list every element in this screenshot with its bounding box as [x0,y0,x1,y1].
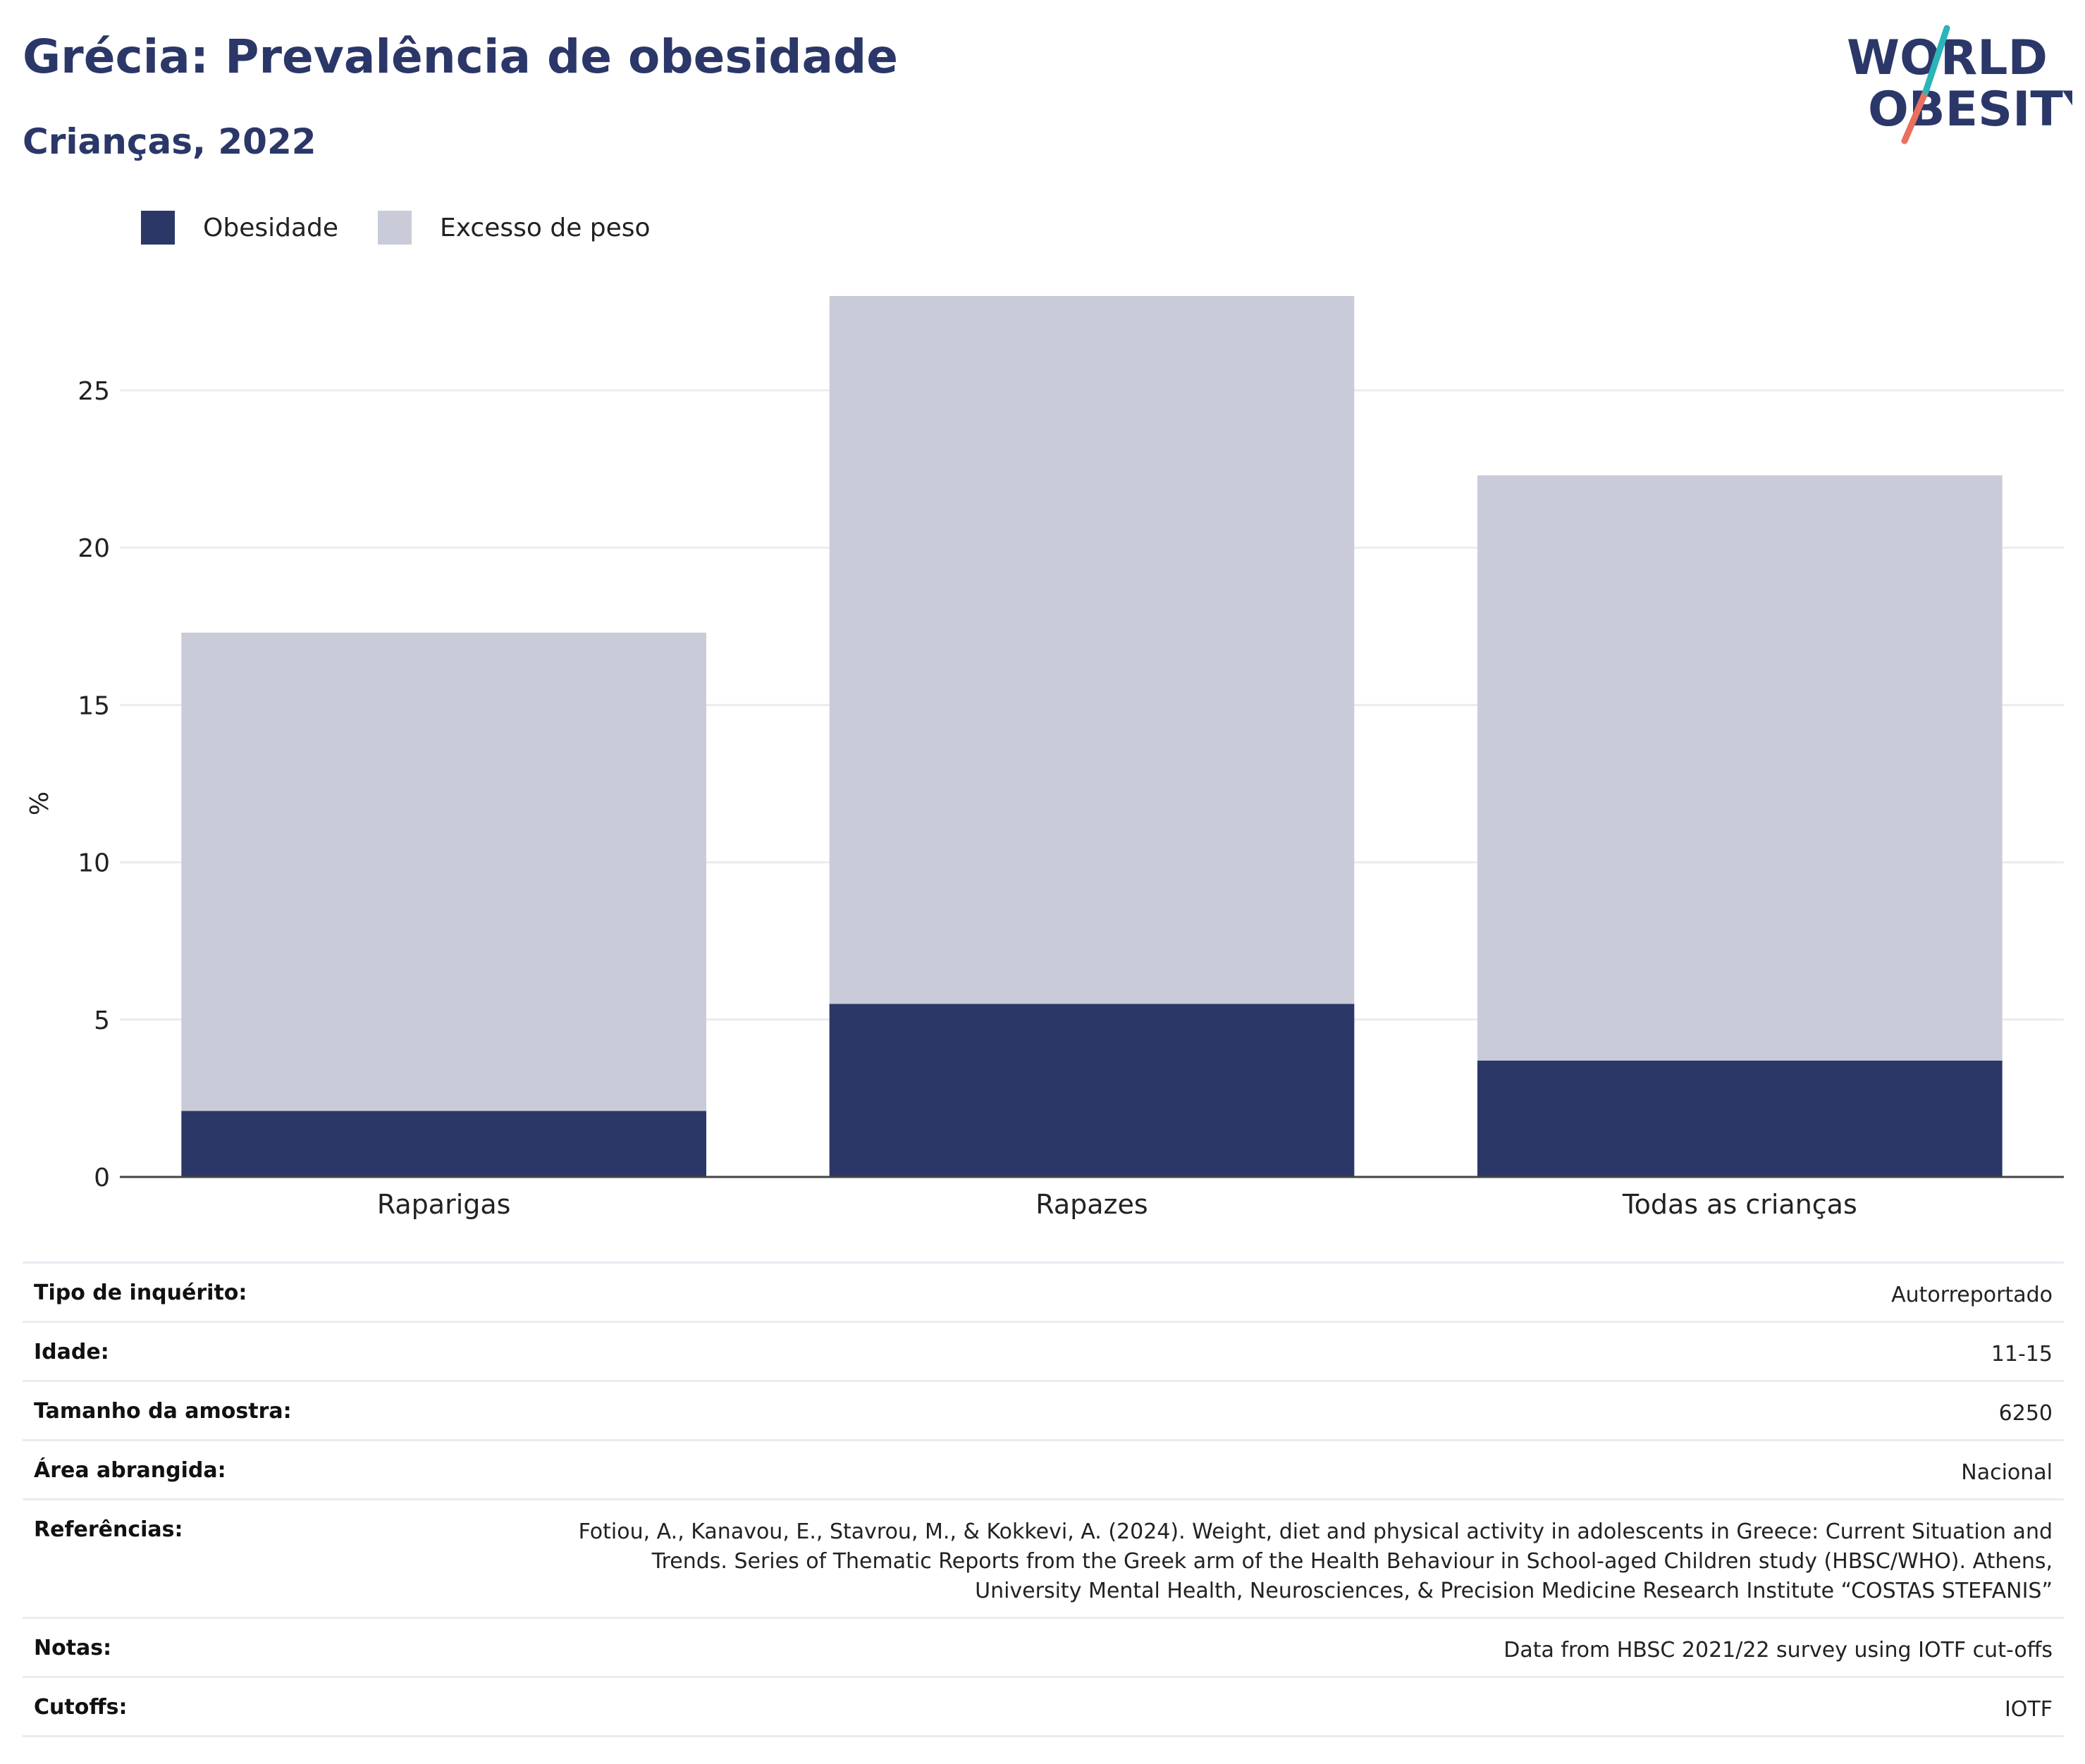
y-tick-label: 15 [78,691,110,720]
meta-row-notas: Notas: Data from HBSC 2021/22 survey usi… [23,1619,2064,1678]
logo-slash-teal [1922,25,1950,95]
y-tick-label: 10 [78,849,110,878]
meta-value: Data from HBSC 2021/22 survey using IOTF… [1503,1638,2053,1663]
bar-obesidade-2 [1477,1060,2003,1177]
bar-obesidade-1 [829,1004,1355,1177]
meta-row-referencias: Referências: Fotiou, A., Kanavou, E., St… [23,1500,2064,1619]
x-category-label: Todas as crianças [1622,1189,1857,1220]
x-category-label: Rapazes [1035,1189,1148,1220]
meta-label: Idade: [34,1340,109,1364]
legend-swatch-excesso-de-peso [378,211,412,245]
meta-row-area-abrangida: Área abrangida: Nacional [23,1441,2064,1500]
meta-value: Nacional [1961,1460,2053,1485]
legend-swatch-obesidade [141,211,175,245]
y-tick-label: 25 [78,377,110,406]
chart-legend: Obesidade Excesso de peso [141,210,690,245]
bar-obesidade-0 [181,1111,706,1177]
meta-label: Tamanho da amostra: [34,1399,292,1424]
chart-subtitle: Crianças, 2022 [23,121,316,162]
meta-label: Área abrangida: [34,1458,226,1483]
y-axis-title: % [25,791,54,815]
chart-title: Grécia: Prevalência de obesidade [23,30,899,84]
y-tick-label: 20 [78,534,110,563]
meta-label: Notas: [34,1636,112,1660]
legend-item-obesidade[interactable]: Obesidade [141,211,338,245]
x-category-label: Raparigas [377,1189,511,1220]
meta-row-idade: Idade: 11-15 [23,1323,2064,1382]
logo-slash-coral [1901,88,1929,144]
bar-excesso-de-peso-2 [1477,475,2003,1061]
meta-value: 11-15 [1991,1342,2053,1367]
meta-row-tamanho-da-amostra: Tamanho da amostra: 6250 [23,1382,2064,1441]
legend-item-excesso-de-peso[interactable]: Excesso de peso [378,211,651,245]
y-tick-label: 0 [94,1164,110,1192]
meta-value: 6250 [1998,1401,2053,1426]
bar-excesso-de-peso-0 [181,632,706,1111]
meta-row-cutoffs: Cutoffs: IOTF [23,1678,2064,1737]
world-obesity-logo: WORLD OBESITY [1847,25,2072,144]
meta-value-references: Fotiou, A., Kanavou, E., Stavrou, M., & … [578,1519,2053,1603]
meta-label: Tipo de inquérito: [34,1281,247,1305]
logo-line1: WORLD [1847,30,2048,86]
meta-label: Referências: [34,1517,183,1542]
meta-row-tipo-de-inquerito: Tipo de inquérito: Autorreportado [23,1264,2064,1323]
stacked-bar-chart: 0 5 10 15 20 25% Raparigas Rapazes Todas as cria… [25,296,2064,1220]
logo-line2: OBESITY [1868,82,2072,137]
meta-label: Cutoffs: [34,1695,128,1720]
meta-value: IOTF [2004,1697,2053,1722]
meta-value: Autorreportado [1891,1283,2053,1307]
metadata-table: Tipo de inquérito: Autorreportado Idade:… [23,1262,2064,1737]
legend-label-obesidade: Obesidade [203,213,339,242]
bar-excesso-de-peso-1 [829,296,1355,1004]
legend-label-excesso-de-peso: Excesso de peso [440,213,651,242]
y-tick-label: 5 [94,1006,110,1035]
